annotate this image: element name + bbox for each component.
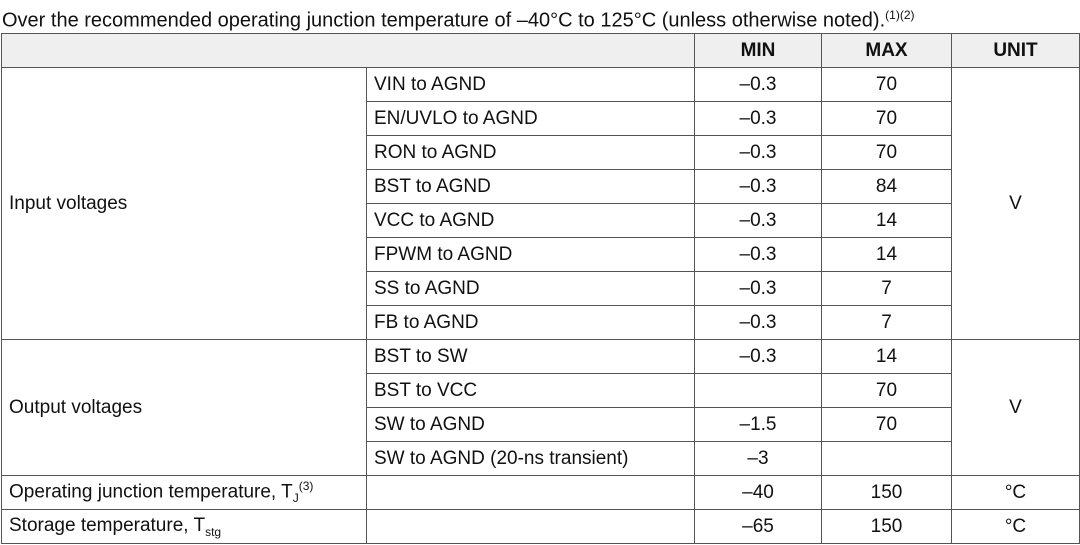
empty-cell (366, 509, 695, 544)
min-value: –0.3 (694, 305, 822, 340)
parameter: SS to AGND (366, 271, 695, 306)
parameter: EN/UVLO to AGND (366, 101, 695, 136)
parameter: SW to AGND (20-ns transient) (366, 441, 695, 476)
caption: Over the recommended operating junction … (0, 0, 1080, 33)
group-label: Input voltages (1, 67, 367, 340)
min-value: –0.3 (694, 203, 822, 238)
row-label: Operating junction temperature, TJ(3) (1, 475, 367, 510)
table-row: BST to AGND –0.3 84 (2, 169, 1080, 204)
max-value: 84 (821, 169, 952, 204)
table-row: SS to AGND –0.3 7 (2, 271, 1080, 306)
unit: °C (951, 475, 1080, 510)
max-value: 150 (821, 475, 952, 510)
unit: V (951, 67, 1080, 340)
max-value: 70 (821, 135, 952, 170)
min-value: –65 (694, 509, 822, 544)
table-row: Storage temperature, Tstg –65 150 °C (1, 509, 1080, 544)
min-value: –0.3 (694, 237, 822, 272)
max-value: 70 (821, 67, 952, 102)
header-row: MIN MAX UNIT (1, 33, 1080, 68)
header-cell: MAX (821, 33, 952, 68)
min-value (694, 373, 822, 408)
parameter: VCC to AGND (366, 203, 695, 238)
table-row: SW to AGND –1.5 70 (2, 407, 1080, 442)
min-value: –0.3 (694, 339, 822, 374)
table-row: Operating junction temperature, TJ(3) –40… (1, 475, 1080, 510)
caption-text: Over the recommended operating junction … (2, 9, 886, 32)
empty-cell (366, 475, 695, 510)
label-text: Storage temperature, T (9, 514, 206, 536)
label-subscript: J (292, 491, 299, 506)
max-value: 150 (821, 509, 952, 544)
header-cell: MIN (694, 33, 822, 68)
parameter: FPWM to AGND (366, 237, 695, 272)
table-row: SW to AGND (20-ns transient) –3 (2, 441, 1080, 476)
label-text: Operating junction temperature, T (9, 481, 293, 503)
min-value: –3 (694, 441, 822, 476)
max-value: 14 (821, 339, 952, 374)
table-row: EN/UVLO to AGND –0.3 70 (2, 101, 1080, 136)
table-row: BST to VCC 70 (2, 373, 1080, 408)
parameter: FB to AGND (366, 305, 695, 340)
parameter: BST to AGND (366, 169, 695, 204)
max-value: 70 (821, 373, 952, 408)
min-value: –0.3 (694, 135, 822, 170)
min-value: –0.3 (694, 101, 822, 136)
min-value: –0.3 (694, 271, 822, 306)
parameter: RON to AGND (366, 135, 695, 170)
table-row: VCC to AGND –0.3 14 (2, 203, 1080, 238)
group-label: Output voltages (1, 339, 367, 476)
max-value: 14 (821, 203, 952, 238)
table-row: RON to AGND –0.3 70 (2, 135, 1080, 170)
ratings-table: MIN MAX UNIT Input voltages VIN to AGND –0… (1, 33, 1080, 544)
parameter: BST to SW (366, 339, 695, 374)
table-row: FPWM to AGND –0.3 14 (2, 237, 1080, 272)
caption-notes: (1)(2) (885, 8, 915, 22)
max-value: 7 (821, 305, 952, 340)
parameter: SW to AGND (366, 407, 695, 442)
unit: V (951, 339, 1080, 476)
table-row: Output voltages BST to SW –0.3 14 V (1, 339, 1080, 476)
label-subscript: stg (205, 524, 222, 539)
min-value: –40 (694, 475, 822, 510)
max-value: 7 (821, 271, 952, 306)
min-value: –1.5 (694, 407, 822, 442)
max-value: 70 (821, 101, 952, 136)
header-cell: UNIT (951, 33, 1080, 68)
unit: °C (951, 509, 1080, 544)
max-value: 14 (821, 237, 952, 272)
row-label: Storage temperature, Tstg (1, 509, 367, 544)
max-value: 70 (821, 407, 952, 442)
max-value (821, 441, 952, 476)
label-note: (3) (298, 479, 314, 494)
parameter: BST to VCC (366, 373, 695, 408)
min-value: –0.3 (694, 169, 822, 204)
header-cell (1, 33, 695, 68)
table-row: Input voltages VIN to AGND –0.3 70 V (1, 67, 1080, 340)
min-value: –0.3 (694, 67, 822, 102)
parameter: VIN to AGND (366, 67, 695, 102)
